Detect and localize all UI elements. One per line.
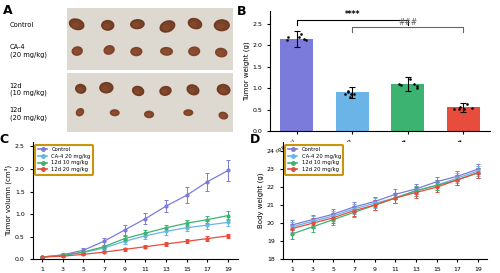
- Ellipse shape: [189, 47, 200, 55]
- Ellipse shape: [146, 114, 150, 116]
- Ellipse shape: [164, 25, 169, 30]
- Text: 12d
(20 mg/kg): 12d (20 mg/kg): [10, 107, 46, 121]
- Point: [284, 35, 292, 39]
- Point: [347, 91, 355, 96]
- Ellipse shape: [144, 111, 154, 118]
- Ellipse shape: [104, 24, 109, 28]
- Ellipse shape: [74, 50, 78, 54]
- Ellipse shape: [70, 19, 84, 29]
- Point: [395, 81, 403, 86]
- Point: [283, 37, 291, 42]
- Ellipse shape: [72, 23, 78, 28]
- Ellipse shape: [135, 90, 139, 94]
- Ellipse shape: [100, 83, 113, 93]
- Ellipse shape: [102, 87, 108, 91]
- FancyBboxPatch shape: [67, 73, 232, 132]
- Ellipse shape: [78, 111, 80, 114]
- Point: [350, 91, 358, 96]
- Text: ###: ###: [398, 18, 417, 27]
- Bar: [336, 93, 369, 131]
- Point: [462, 102, 470, 106]
- Ellipse shape: [112, 112, 116, 114]
- Ellipse shape: [160, 87, 171, 95]
- Text: D: D: [250, 133, 260, 146]
- Bar: [446, 108, 480, 131]
- Ellipse shape: [187, 85, 199, 95]
- Ellipse shape: [216, 48, 227, 57]
- Point: [294, 34, 302, 39]
- Ellipse shape: [184, 110, 192, 115]
- Point: [456, 105, 464, 110]
- Ellipse shape: [131, 48, 142, 56]
- Point: [397, 82, 405, 87]
- Ellipse shape: [133, 51, 138, 54]
- Ellipse shape: [218, 85, 230, 95]
- Ellipse shape: [190, 89, 194, 93]
- Text: Control: Control: [10, 22, 34, 28]
- Legend: Control, CA-4 20 mg/kg, 12d 10 mg/kg, 12d 20 mg/kg: Control, CA-4 20 mg/kg, 12d 10 mg/kg, 12…: [285, 145, 344, 175]
- Point: [468, 106, 475, 110]
- Ellipse shape: [110, 110, 119, 115]
- Point: [341, 91, 349, 96]
- Ellipse shape: [186, 112, 189, 114]
- Ellipse shape: [219, 112, 228, 119]
- Ellipse shape: [76, 109, 84, 116]
- Bar: [280, 39, 314, 131]
- Ellipse shape: [218, 24, 224, 28]
- Point: [344, 90, 352, 94]
- Text: B: B: [237, 5, 246, 18]
- Text: ****: ****: [344, 10, 360, 19]
- Text: CA-4
(20 mg/kg): CA-4 (20 mg/kg): [10, 44, 46, 58]
- Text: 12d
(10 mg/kg): 12d (10 mg/kg): [10, 83, 46, 96]
- Point: [413, 86, 421, 90]
- Ellipse shape: [106, 49, 110, 52]
- Point: [300, 37, 308, 41]
- Bar: [391, 84, 424, 131]
- Ellipse shape: [162, 90, 166, 94]
- Ellipse shape: [160, 48, 172, 55]
- Ellipse shape: [218, 52, 222, 55]
- Point: [450, 106, 458, 111]
- Ellipse shape: [160, 21, 174, 32]
- Ellipse shape: [76, 84, 86, 93]
- Point: [344, 89, 352, 93]
- Point: [297, 31, 305, 36]
- Ellipse shape: [104, 46, 114, 54]
- Point: [460, 107, 468, 112]
- Ellipse shape: [132, 86, 143, 96]
- Ellipse shape: [191, 23, 196, 27]
- FancyBboxPatch shape: [67, 8, 232, 70]
- Point: [346, 95, 354, 99]
- Ellipse shape: [134, 23, 138, 27]
- Ellipse shape: [78, 88, 82, 91]
- Text: A: A: [2, 4, 12, 17]
- Point: [413, 83, 421, 88]
- Text: C: C: [0, 133, 9, 146]
- Ellipse shape: [102, 20, 114, 30]
- Y-axis label: Tumor volumn (cm³): Tumor volumn (cm³): [4, 165, 12, 236]
- Ellipse shape: [130, 20, 144, 29]
- Point: [406, 77, 414, 82]
- Ellipse shape: [191, 51, 195, 54]
- Point: [302, 37, 310, 42]
- Legend: Control, CA-4 20 mg/kg, 12d 10 mg/kg, 12d 20 mg/kg: Control, CA-4 20 mg/kg, 12d 10 mg/kg, 12…: [35, 145, 94, 175]
- Y-axis label: Body weight (g): Body weight (g): [258, 173, 264, 229]
- Ellipse shape: [221, 115, 224, 118]
- Ellipse shape: [220, 89, 225, 93]
- Ellipse shape: [163, 51, 168, 54]
- Ellipse shape: [72, 47, 82, 55]
- Ellipse shape: [214, 20, 229, 31]
- Point: [410, 81, 418, 86]
- Ellipse shape: [188, 19, 202, 29]
- Point: [454, 106, 462, 111]
- Y-axis label: Tumor weight (g): Tumor weight (g): [243, 41, 250, 101]
